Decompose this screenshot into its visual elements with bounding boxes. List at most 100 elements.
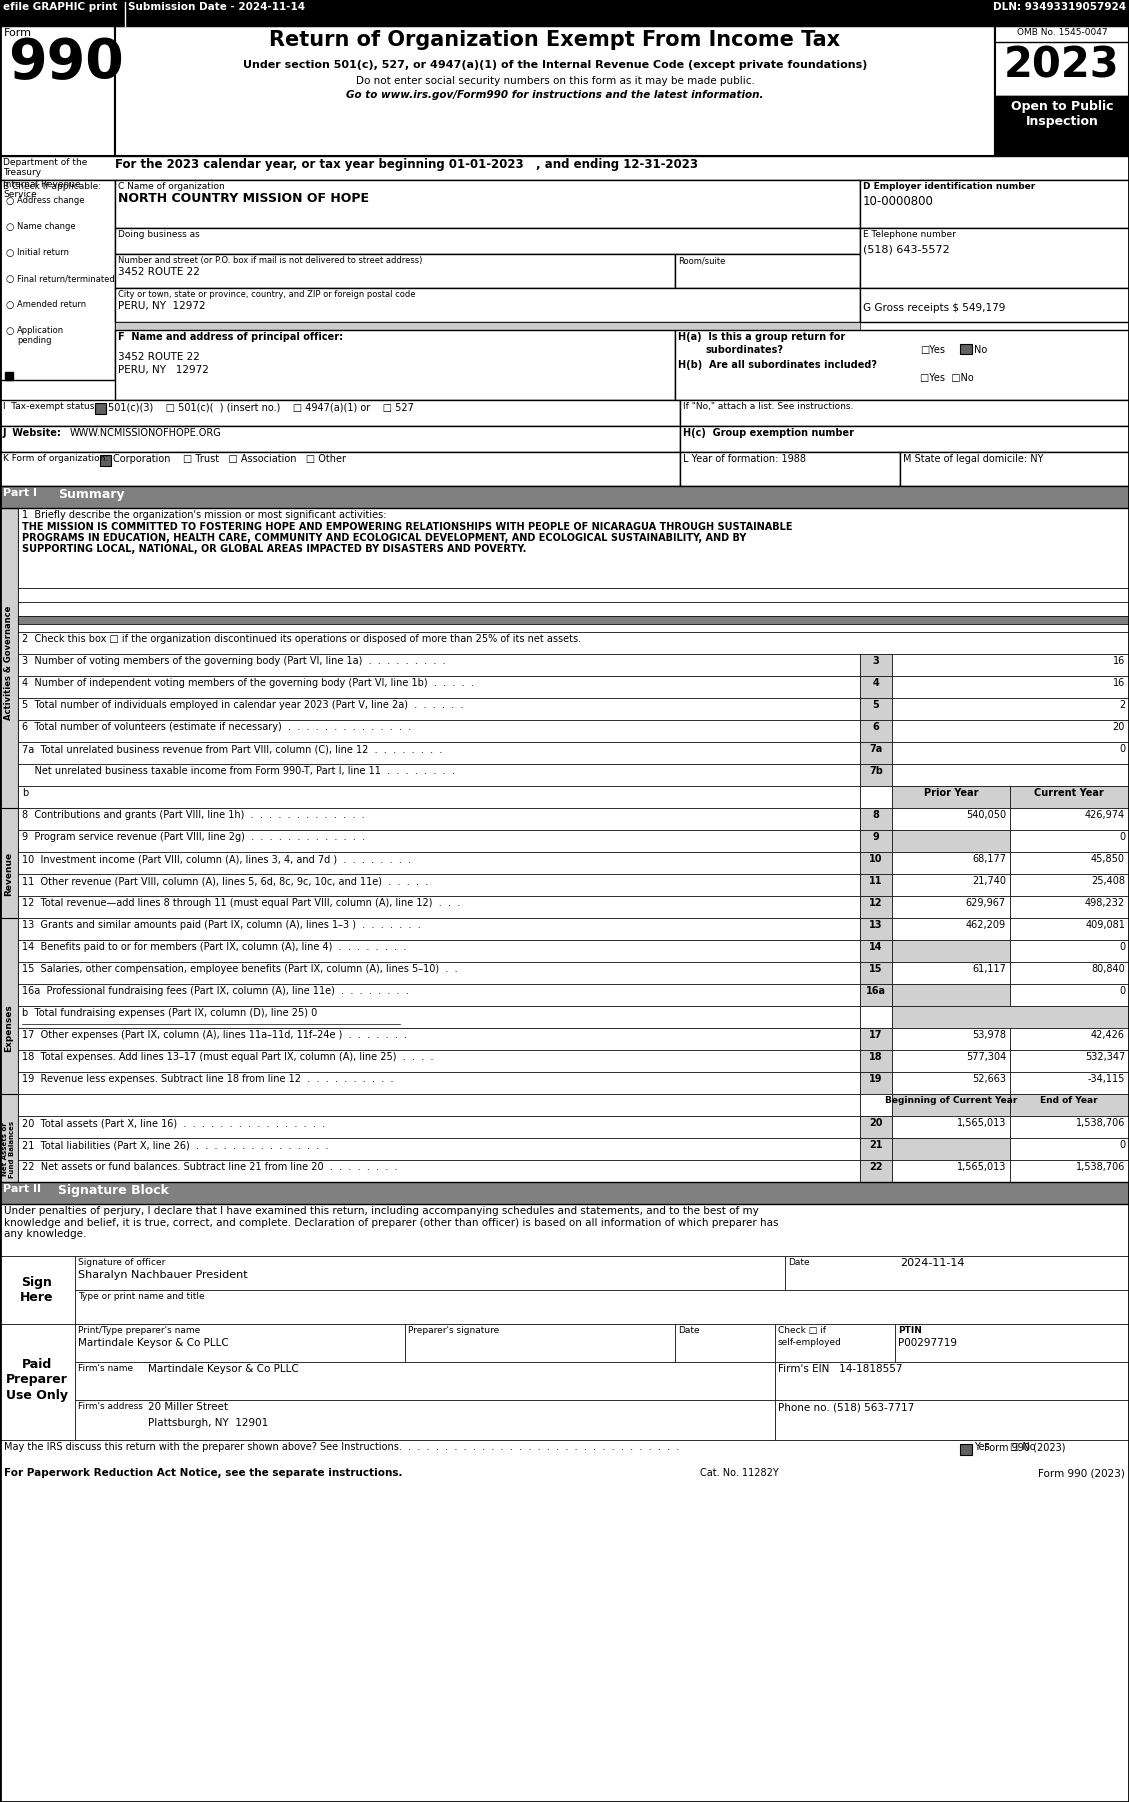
Bar bbox=[860, 896, 892, 917]
Text: 498,232: 498,232 bbox=[1085, 897, 1124, 908]
Text: 462,209: 462,209 bbox=[966, 921, 1006, 930]
Text: H(b)  Are all subordinates included?: H(b) Are all subordinates included? bbox=[679, 360, 877, 369]
Text: City or town, state or province, country, and ZIP or foreign postal code: City or town, state or province, country… bbox=[119, 290, 415, 299]
Text: 4: 4 bbox=[873, 678, 879, 688]
Bar bbox=[18, 874, 860, 896]
Text: 20: 20 bbox=[869, 1117, 883, 1128]
Text: End of Year: End of Year bbox=[1040, 1096, 1097, 1105]
Text: 629,967: 629,967 bbox=[966, 897, 1006, 908]
Text: If "No," attach a list. See instructions.: If "No," attach a list. See instructions… bbox=[683, 402, 854, 411]
Text: 18: 18 bbox=[869, 1052, 883, 1061]
Text: 3  Number of voting members of the governing body (Part VI, line 1a)  .  .  .  .: 3 Number of voting members of the govern… bbox=[21, 656, 446, 667]
Bar bbox=[0, 25, 115, 157]
Text: Under section 501(c), 527, or 4947(a)(1) of the Internal Revenue Code (except pr: Under section 501(c), 527, or 4947(a)(1)… bbox=[243, 59, 867, 70]
Bar bbox=[115, 180, 860, 229]
Text: No: No bbox=[974, 344, 987, 355]
Bar bbox=[18, 616, 1129, 623]
Text: Yes: Yes bbox=[974, 1442, 990, 1452]
Text: H(a)  Is this a group return for: H(a) Is this a group return for bbox=[679, 332, 846, 342]
Text: Date: Date bbox=[679, 1326, 700, 1335]
Bar bbox=[892, 941, 1010, 962]
Bar bbox=[1010, 896, 1129, 917]
Text: F  Name and address of principal officer:: F Name and address of principal officer: bbox=[119, 332, 343, 342]
Bar bbox=[774, 1400, 1129, 1440]
Text: C Name of organization: C Name of organization bbox=[119, 182, 225, 191]
Text: J  Website:: J Website: bbox=[3, 429, 62, 438]
Bar bbox=[895, 1324, 1129, 1362]
Text: Return of Organization Exempt From Income Tax: Return of Organization Exempt From Incom… bbox=[270, 31, 841, 50]
Text: 1,538,706: 1,538,706 bbox=[1076, 1162, 1124, 1171]
Bar bbox=[1010, 874, 1129, 896]
Text: Initial return: Initial return bbox=[17, 249, 69, 258]
Text: ○: ○ bbox=[5, 326, 14, 335]
Text: Net Assets or
Fund Balances: Net Assets or Fund Balances bbox=[2, 1121, 16, 1177]
Text: □Yes  □No: □Yes □No bbox=[920, 373, 973, 384]
Text: PERU, NY  12972: PERU, NY 12972 bbox=[119, 301, 205, 312]
Text: Firm's name: Firm's name bbox=[78, 1364, 133, 1373]
Text: 15  Salaries, other compensation, employee benefits (Part IX, column (A), lines : 15 Salaries, other compensation, employe… bbox=[21, 964, 457, 975]
Bar bbox=[860, 1094, 892, 1115]
Text: Type or print name and title: Type or print name and title bbox=[78, 1292, 204, 1301]
Bar bbox=[892, 1027, 1010, 1051]
Text: 532,347: 532,347 bbox=[1085, 1052, 1124, 1061]
Text: 11  Other revenue (Part VIII, column (A), lines 5, 6d, 8c, 9c, 10c, and 11e)  . : 11 Other revenue (Part VIII, column (A),… bbox=[21, 876, 428, 887]
Text: 0: 0 bbox=[1119, 744, 1124, 753]
Bar bbox=[860, 1006, 892, 1027]
Bar bbox=[892, 786, 1010, 807]
Bar bbox=[892, 874, 1010, 896]
Text: 0: 0 bbox=[1119, 986, 1124, 997]
Text: Phone no. (518) 563-7717: Phone no. (518) 563-7717 bbox=[778, 1402, 914, 1413]
Text: 16: 16 bbox=[1113, 678, 1124, 688]
Bar bbox=[1010, 807, 1129, 831]
Text: 14  Benefits paid to or for members (Part IX, column (A), line 4)  .  .  .  .  .: 14 Benefits paid to or for members (Part… bbox=[21, 942, 406, 951]
Bar bbox=[18, 742, 860, 764]
Bar bbox=[892, 676, 1129, 697]
Text: 6  Total number of volunteers (estimate if necessary)  .  .  .  .  .  .  .  .  .: 6 Total number of volunteers (estimate i… bbox=[21, 723, 411, 732]
Bar bbox=[0, 508, 18, 818]
Bar bbox=[0, 1256, 75, 1324]
Bar bbox=[75, 1290, 1129, 1324]
Text: 4  Number of independent voting members of the governing body (Part VI, line 1b): 4 Number of independent voting members o… bbox=[21, 678, 474, 688]
Text: Amended return: Amended return bbox=[17, 299, 86, 308]
Text: Revenue: Revenue bbox=[5, 852, 14, 896]
Bar bbox=[860, 676, 892, 697]
Text: 990: 990 bbox=[8, 36, 124, 90]
Text: 8: 8 bbox=[873, 811, 879, 820]
Bar bbox=[18, 807, 860, 831]
Text: 2023: 2023 bbox=[1004, 43, 1120, 86]
Bar bbox=[1010, 1051, 1129, 1072]
Text: 12: 12 bbox=[869, 897, 883, 908]
Text: 2024-11-14: 2024-11-14 bbox=[900, 1258, 964, 1269]
Text: Sharalyn Nachbauer President: Sharalyn Nachbauer President bbox=[78, 1270, 247, 1279]
Text: ○: ○ bbox=[5, 274, 14, 285]
Text: 10  Investment income (Part VIII, column (A), lines 3, 4, and 7d )  .  .  .  .  : 10 Investment income (Part VIII, column … bbox=[21, 854, 411, 863]
Text: Preparer's signature: Preparer's signature bbox=[408, 1326, 499, 1335]
Text: Room/suite: Room/suite bbox=[679, 256, 725, 265]
Text: b: b bbox=[21, 787, 28, 798]
Text: 0: 0 bbox=[1119, 833, 1124, 842]
Text: 1,565,013: 1,565,013 bbox=[956, 1117, 1006, 1128]
Bar bbox=[892, 984, 1010, 1006]
Text: Firm's address: Firm's address bbox=[78, 1402, 143, 1411]
Text: DLN: 93493319057924: DLN: 93493319057924 bbox=[992, 2, 1126, 13]
Bar bbox=[680, 452, 900, 487]
Bar bbox=[115, 323, 860, 330]
Text: B Check if applicable:: B Check if applicable: bbox=[3, 182, 102, 191]
Bar bbox=[860, 764, 892, 786]
Bar bbox=[860, 917, 892, 941]
Bar bbox=[18, 1139, 860, 1160]
Text: 20 Miller Street: 20 Miller Street bbox=[148, 1402, 228, 1413]
Text: 0: 0 bbox=[1119, 1141, 1124, 1150]
Bar bbox=[1010, 917, 1129, 941]
Bar bbox=[960, 344, 972, 353]
Bar bbox=[18, 852, 860, 874]
Text: D Employer identification number: D Employer identification number bbox=[863, 182, 1035, 191]
Bar bbox=[18, 654, 860, 676]
Text: 10: 10 bbox=[869, 854, 883, 863]
Text: ○: ○ bbox=[5, 222, 14, 232]
Bar bbox=[1010, 1139, 1129, 1160]
Text: Open to Public
Inspection: Open to Public Inspection bbox=[1010, 99, 1113, 128]
Text: 22: 22 bbox=[869, 1162, 883, 1171]
Bar bbox=[1010, 1115, 1129, 1139]
Text: Martindale Keysor & Co PLLC: Martindale Keysor & Co PLLC bbox=[78, 1339, 229, 1348]
